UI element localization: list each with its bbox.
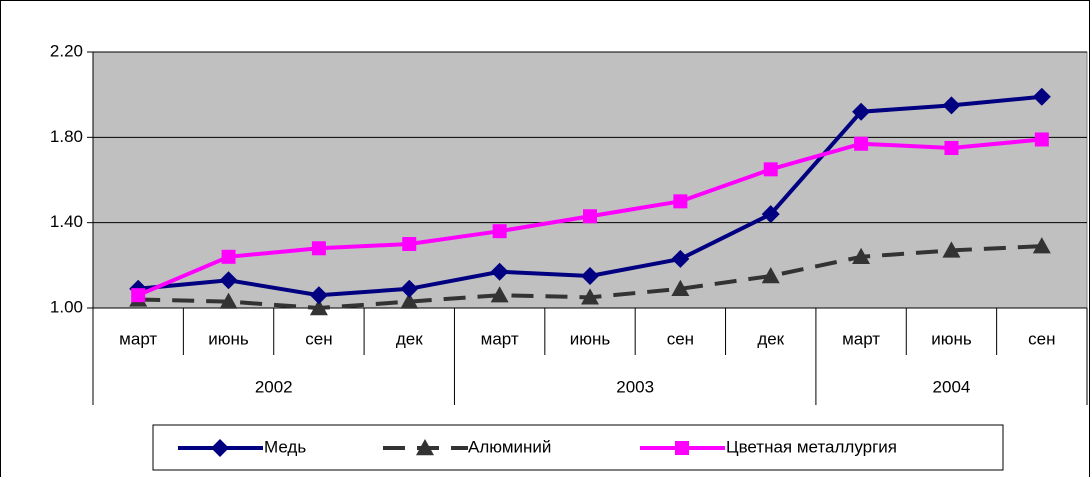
x-tick-label: сен <box>305 329 332 348</box>
marker <box>311 241 326 256</box>
marker <box>671 279 690 296</box>
legend-label: Цветная металлургия <box>726 437 897 456</box>
x-tick-label: дек <box>757 329 784 348</box>
x-tick-label: сен <box>667 329 694 348</box>
marker <box>854 136 869 151</box>
marker <box>221 249 236 264</box>
year-label: 2002 <box>255 377 293 396</box>
legend-label: Медь <box>264 437 306 456</box>
marker <box>490 286 509 303</box>
x-tick-label: июнь <box>208 329 249 348</box>
marker <box>581 267 599 285</box>
marker <box>309 286 328 305</box>
marker <box>219 292 238 309</box>
marker <box>211 439 229 457</box>
plot-area <box>92 51 1088 309</box>
marker <box>942 96 961 115</box>
marker <box>400 279 419 298</box>
marker <box>492 224 507 239</box>
marker <box>416 439 434 456</box>
marker <box>761 267 780 284</box>
marker <box>942 241 961 258</box>
x-tick-label: дек <box>396 329 423 348</box>
marker <box>763 162 778 177</box>
marker <box>309 299 328 316</box>
marker <box>761 205 780 224</box>
marker <box>402 237 417 251</box>
x-tick-label: март <box>481 329 519 348</box>
marker <box>1034 132 1049 147</box>
marker <box>944 141 959 155</box>
marker <box>131 288 146 303</box>
year-label: 2003 <box>616 377 654 396</box>
legend-label: Алюминий <box>468 437 551 456</box>
y-tick-label: 1.40 <box>50 212 83 231</box>
x-tick-label: март <box>119 329 157 348</box>
year-label: 2004 <box>933 377 971 396</box>
marker <box>673 194 688 209</box>
y-tick-label: 2.20 <box>50 41 83 60</box>
marker <box>219 271 238 290</box>
marker <box>852 247 871 264</box>
marker <box>581 288 599 305</box>
marker <box>671 249 690 268</box>
marker <box>1032 87 1051 106</box>
marker <box>675 441 689 455</box>
marker <box>583 209 597 224</box>
marker <box>1032 237 1051 254</box>
y-tick-label: 1.00 <box>50 297 83 316</box>
marker <box>400 292 419 309</box>
legend-box <box>152 424 1004 471</box>
y-tick-label: 1.80 <box>50 127 83 146</box>
x-tick-label: июнь <box>570 329 611 348</box>
x-tick-label: июнь <box>931 329 972 348</box>
marker <box>852 102 871 121</box>
x-tick-label: март <box>842 329 880 348</box>
x-tick-label: сен <box>1028 329 1055 348</box>
marker <box>490 262 509 281</box>
